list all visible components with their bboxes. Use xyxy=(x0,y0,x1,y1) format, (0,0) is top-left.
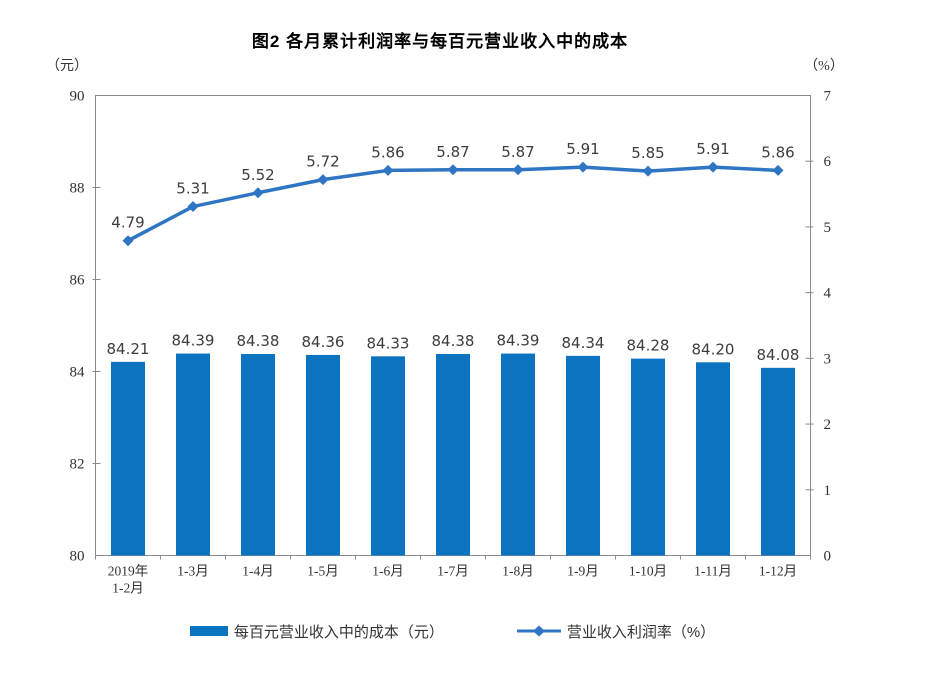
left-axis-tick-label: 86 xyxy=(70,273,86,289)
right-axis-tick-label: 6 xyxy=(824,154,832,170)
right-axis-tick-label: 7 xyxy=(824,89,832,105)
right-axis-unit-label: （%） xyxy=(804,59,844,74)
line-marker-diamond-icon xyxy=(447,164,459,176)
bar-value-label: 84.39 xyxy=(172,332,215,350)
x-axis-label: 1-2月 xyxy=(112,581,144,596)
bar-value-label: 84.34 xyxy=(562,334,605,352)
bar-value-label: 84.39 xyxy=(497,332,540,350)
cost-bar xyxy=(371,356,405,556)
bar-value-label: 84.36 xyxy=(302,333,345,351)
right-axis-tick-label: 0 xyxy=(824,549,832,565)
cost-bar xyxy=(631,358,665,556)
cost-bar xyxy=(696,362,730,556)
bar-value-label: 84.08 xyxy=(757,346,800,364)
x-axis-label: 1-11月 xyxy=(694,564,732,579)
line-marker-diamond-icon xyxy=(122,235,134,247)
bar-value-label: 84.20 xyxy=(692,340,735,358)
bar-value-label: 84.28 xyxy=(627,337,670,355)
bar-value-label: 84.38 xyxy=(432,332,475,350)
cost-bar xyxy=(501,353,535,556)
right-axis-tick-label: 5 xyxy=(824,220,832,236)
x-axis-label: 1-4月 xyxy=(242,564,274,579)
line-marker-diamond-icon xyxy=(187,201,199,213)
line-marker-diamond-icon xyxy=(382,164,394,176)
line-marker-diamond-icon xyxy=(772,164,784,176)
line-marker-diamond-icon xyxy=(642,165,654,177)
bar-value-label: 84.21 xyxy=(107,340,150,358)
x-axis-label: 1-6月 xyxy=(372,564,404,579)
right-axis-tick-label: 1 xyxy=(824,483,832,499)
line-marker-diamond-icon xyxy=(317,174,329,186)
line-marker-diamond-icon xyxy=(577,161,589,173)
left-axis-unit-label: （元） xyxy=(46,59,88,74)
x-axis-label: 1-10月 xyxy=(629,564,667,579)
legend-item-cost: 每百元营业收入中的成本（元） xyxy=(189,621,444,642)
right-axis-tick-label: 4 xyxy=(824,286,832,302)
legend-item-profit-rate: 营业收入利润率（%） xyxy=(516,621,715,642)
x-axis-label: 1-7月 xyxy=(437,564,469,579)
profit-rate-line xyxy=(127,165,779,243)
bar-value-label: 84.38 xyxy=(237,332,280,350)
line-marker-diamond-icon xyxy=(512,164,524,176)
line-value-label: 5.86 xyxy=(371,143,404,161)
left-axis-tick-label: 84 xyxy=(70,365,86,381)
line-value-label: 5.85 xyxy=(631,144,664,162)
x-axis-label: 2019年 xyxy=(108,564,149,579)
cost-bar xyxy=(761,367,795,556)
chart-title: 图2 各月累计利润率与每百元营业收入中的成本 xyxy=(251,32,629,51)
right-axis-tick-label: 3 xyxy=(824,351,832,367)
line-marker-diamond-icon xyxy=(252,187,264,199)
line-value-label: 5.86 xyxy=(761,143,794,161)
line-value-label: 5.72 xyxy=(306,153,339,171)
right-axis-tick-label: 2 xyxy=(824,417,832,433)
line-value-label: 5.87 xyxy=(501,143,534,161)
legend-label-profit-rate: 营业收入利润率（%） xyxy=(566,623,716,641)
cost-bar xyxy=(436,354,470,556)
cost-bar xyxy=(566,355,600,556)
line-value-label: 5.52 xyxy=(241,166,274,184)
x-axis-label: 1-3月 xyxy=(177,564,209,579)
line-value-label: 5.31 xyxy=(176,180,209,198)
left-axis-tick-label: 90 xyxy=(70,89,85,105)
line-value-label: 5.91 xyxy=(566,140,599,158)
line-value-label: 5.91 xyxy=(696,140,729,158)
legend-label-cost: 每百元营业收入中的成本（元） xyxy=(233,623,444,641)
bar-value-label: 84.33 xyxy=(367,334,410,352)
cost-bar xyxy=(241,354,275,556)
legend-bar-swatch-icon xyxy=(189,626,228,636)
cost-bar xyxy=(111,361,145,556)
left-axis-tick-label: 82 xyxy=(70,457,85,473)
line-marker-diamond-icon xyxy=(707,161,719,173)
left-axis-tick-label: 80 xyxy=(70,549,85,565)
cost-bar xyxy=(176,353,210,556)
combo-chart-plot: 90 88 86 84 82 80 7 6 5 4 3 2 1 0 2019年 1-2月 1-3月 1-4月 1-5… xyxy=(70,89,832,596)
line-value-label: 4.79 xyxy=(111,214,144,232)
x-axis-label: 1-12月 xyxy=(759,564,797,579)
left-axis-tick-label: 88 xyxy=(70,181,85,197)
x-axis-label: 1-5月 xyxy=(307,564,339,579)
x-axis-label: 1-8月 xyxy=(502,564,534,579)
legend-line-swatch-diamond xyxy=(532,625,545,637)
legend: 每百元营业收入中的成本（元） 营业收入利润率（%） xyxy=(95,617,810,645)
line-value-label: 5.87 xyxy=(436,143,469,161)
x-axis-label: 1-9月 xyxy=(567,564,599,579)
legend-line-swatch-icon xyxy=(516,625,561,637)
cost-bar xyxy=(306,354,340,556)
